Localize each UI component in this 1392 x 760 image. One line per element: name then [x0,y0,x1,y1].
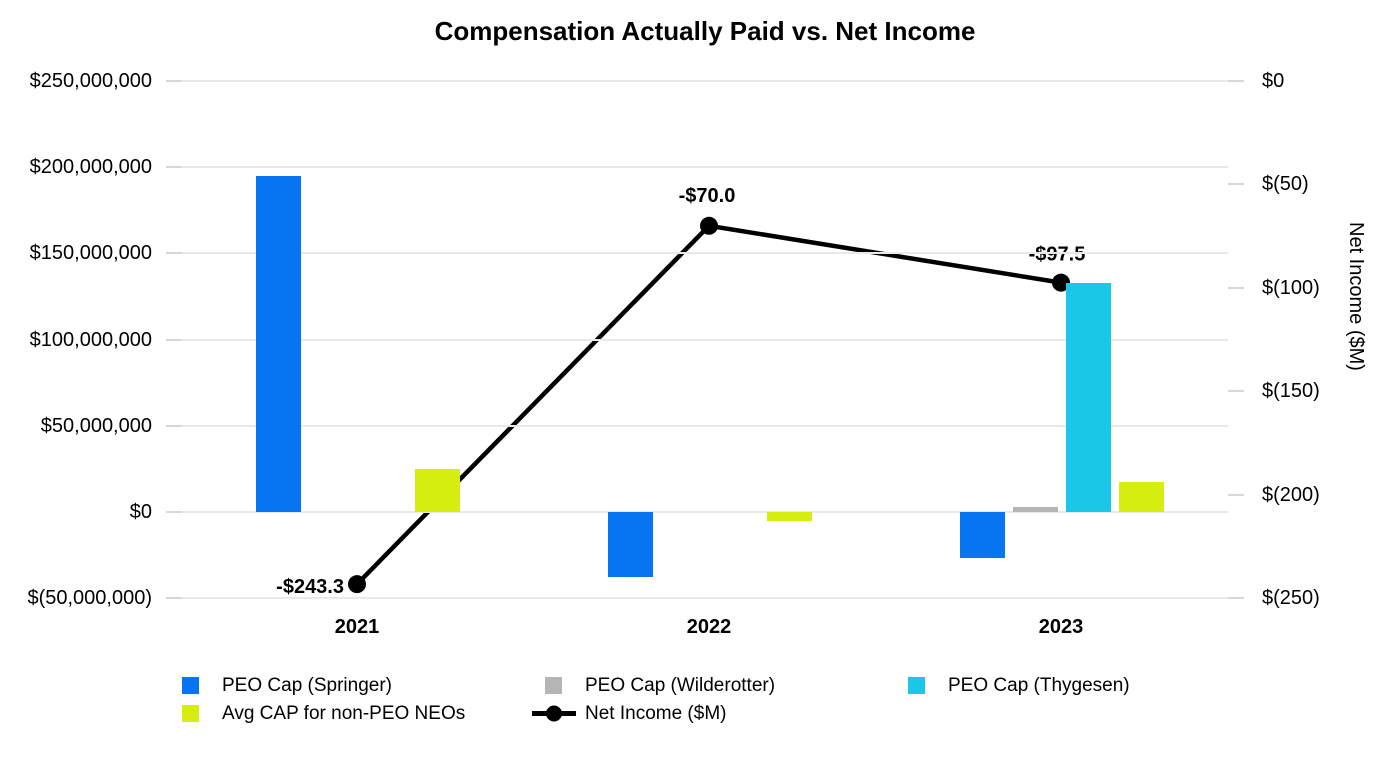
y-axis-left-label: $250,000,000 [29,70,152,92]
bar-avg-cap-for-non-peo-neos-2021 [415,469,460,512]
legend-swatch-avg-cap-for-non-peo-neos [182,705,199,722]
legend-label: PEO Cap (Wilderotter) [585,675,776,696]
y-axis-left-label: $0 [129,501,152,523]
legend-label: Net Income ($M) [585,703,727,724]
right-axis-tick [1228,390,1244,392]
legend-swatch-peo-cap-springer [182,677,199,694]
net-income-line [355,223,1062,586]
gridline [182,425,1228,427]
right-axis-tick [1228,80,1244,82]
left-axis-tick [166,252,182,254]
left-axis-tick [166,80,182,82]
left-axis-tick [166,425,182,427]
left-axis-tick [166,166,182,168]
y-axis-left-label: $50,000,000 [40,415,152,437]
gridline [182,511,1228,513]
gridline [182,166,1228,168]
y-axis-left-label: $100,000,000 [29,329,152,351]
y-axis-right-label: $(50) [1262,173,1309,195]
bar-peo-cap-springer-2023 [960,512,1005,558]
right-axis-tick [1228,287,1244,289]
left-axis-tick [166,511,182,513]
y-axis-right-label: $(250) [1262,587,1320,609]
net-income-point-label: -$70.0 [679,185,736,207]
right-axis-tick [1228,183,1244,185]
bar-peo-cap-springer-2021 [256,176,301,512]
right-axis-tick [1228,597,1244,599]
gridline [182,80,1228,82]
bar-avg-cap-for-non-peo-neos-2023 [1119,482,1164,512]
net-income-point-label: -$97.5 [1029,244,1086,266]
legend-label: Avg CAP for non-PEO NEOs [222,703,466,724]
left-axis-tick [166,597,182,599]
net-income-point [700,216,718,235]
gridline [182,339,1228,341]
y-axis-right-label: $(200) [1262,484,1320,506]
y-axis-left-label: $(50,000,000) [27,587,152,609]
y-axis-left-label: $200,000,000 [29,156,152,178]
y-axis-right-label: $(100) [1262,277,1320,299]
y-axis-left-label: $150,000,000 [29,242,152,264]
y-axis-right-label: $0 [1262,70,1285,92]
x-axis-label: 2022 [686,616,732,638]
bar-avg-cap-for-non-peo-neos-2022 [767,512,812,521]
y-axis-right-label: $(150) [1262,380,1320,402]
gridline [182,597,1228,599]
bar-peo-cap-thygesen-2023 [1066,283,1111,512]
x-axis-label: 2023 [1038,616,1084,638]
legend-swatch-peo-cap-thygesen [908,677,925,694]
legend-label: PEO Cap (Springer) [222,675,393,696]
right-axis-tick [1228,494,1244,496]
bar-peo-cap-springer-2022 [608,512,653,577]
legend-label: PEO Cap (Thygesen) [948,675,1130,696]
left-axis-tick [166,339,182,341]
legend-swatch-peo-cap-wilderotter [545,677,562,694]
net-income-point-label: -$243.3 [276,576,344,598]
legend-line-symbol [531,705,577,722]
right-axis-title: Net Income ($M) [1345,222,1367,371]
x-axis-label: 2021 [334,616,380,638]
gridline [182,252,1228,254]
chart-title: Compensation Actually Paid vs. Net Incom… [434,16,976,46]
net-income-point [348,575,366,594]
bar-peo-cap-wilderotter-2023 [1013,507,1058,512]
